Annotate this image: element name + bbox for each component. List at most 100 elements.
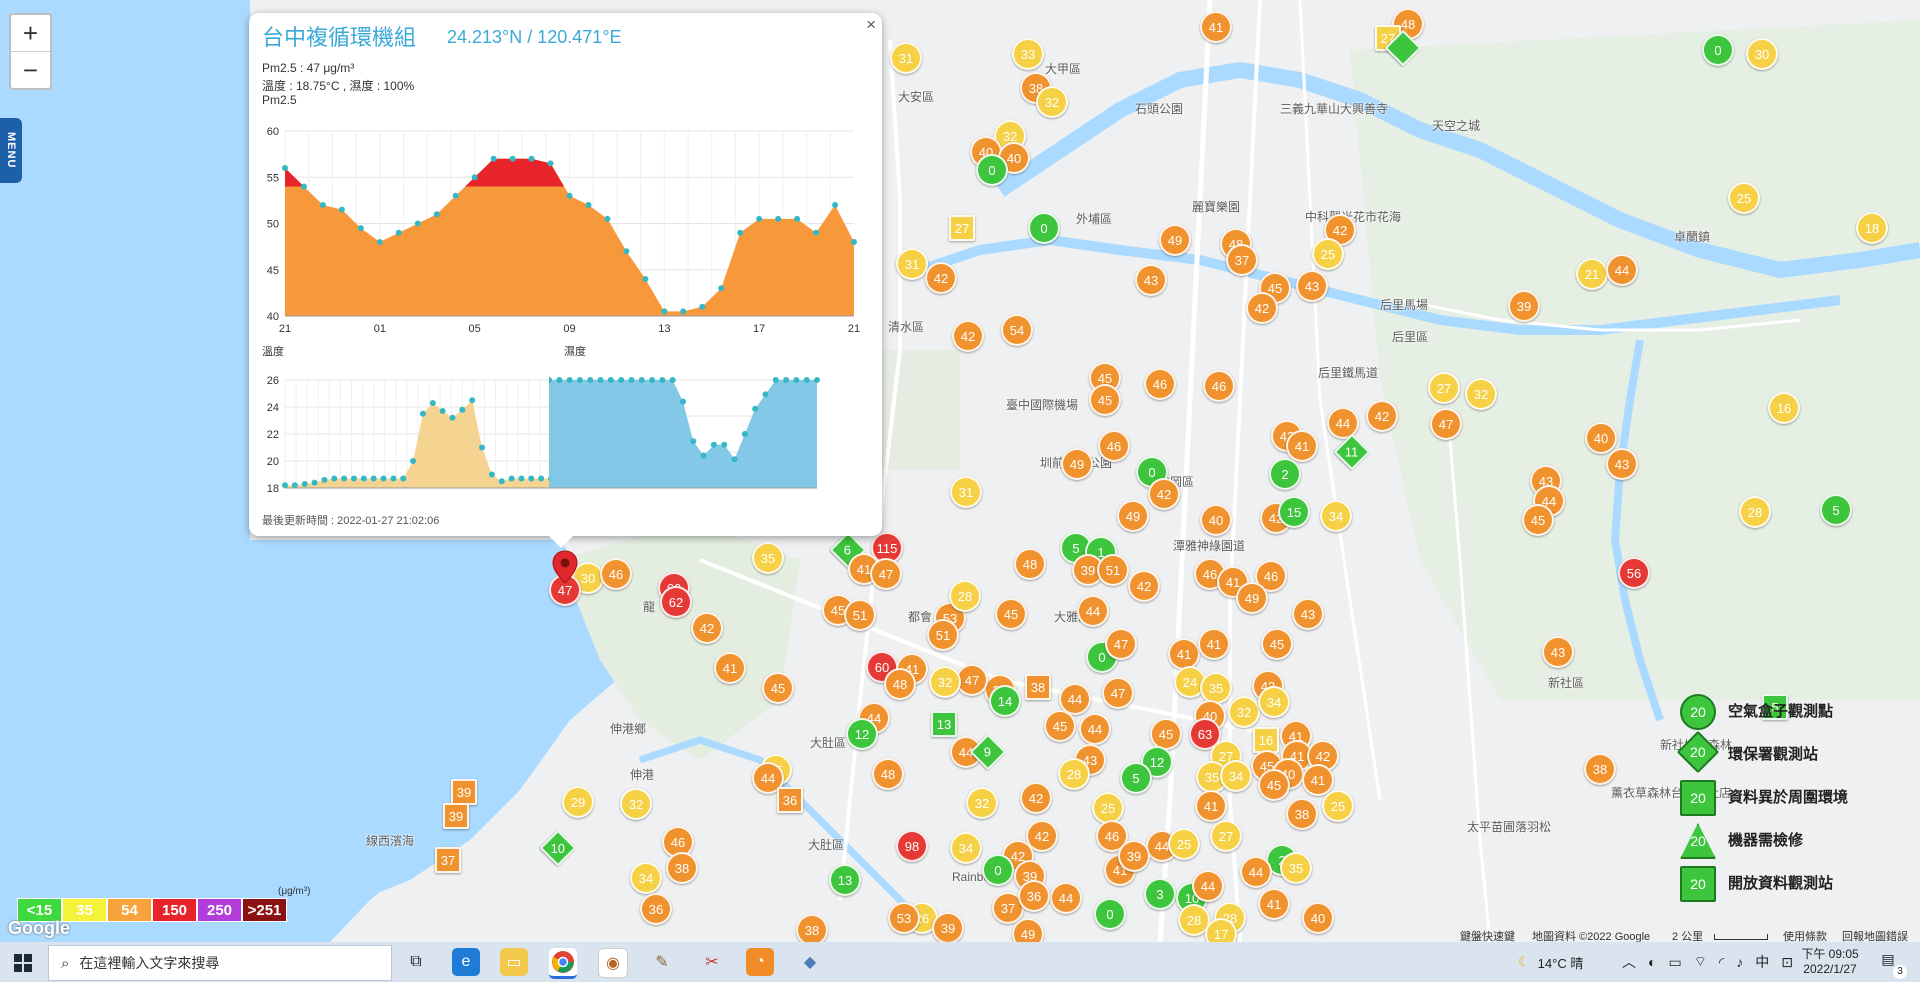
sensor-marker[interactable]: 0 [1702,34,1734,66]
sensor-marker[interactable]: 40 [1585,422,1617,454]
sensor-marker[interactable]: 10 [539,829,577,867]
sensor-marker[interactable]: 2 [1269,458,1301,490]
report-error-link[interactable]: 回報地圖錯誤 [1842,931,1908,943]
sensor-marker[interactable]: 45 [1258,769,1290,801]
sensor-marker[interactable]: 25 [1728,182,1760,214]
sensor-marker[interactable]: 38 [1584,753,1616,785]
sensor-marker[interactable]: 33 [1012,38,1044,70]
sensor-marker[interactable]: 43 [1606,448,1638,480]
sensor-marker[interactable]: 35 [752,542,784,574]
sensor-marker[interactable]: 32 [1228,696,1260,728]
compass-app-icon[interactable]: ◉ [598,948,628,978]
sensor-marker[interactable]: 42 [1366,400,1398,432]
sensor-marker[interactable]: 12 [846,718,878,750]
sensor-marker[interactable]: 15 [1278,496,1310,528]
sensor-marker[interactable]: 49 [1012,918,1044,942]
show-hidden-icons-icon[interactable]: ︿ [1622,954,1636,970]
sensor-marker[interactable]: 35 [1200,672,1232,704]
sensor-marker[interactable]: 43 [1135,264,1167,296]
sensor-marker[interactable]: 16 [1768,392,1800,424]
sensor-marker[interactable]: 47 [870,558,902,590]
sensor-marker[interactable]: 37 [435,847,461,873]
sensor-marker[interactable]: 31 [890,42,922,74]
sensor-marker[interactable]: 49 [1117,500,1149,532]
sensor-marker[interactable]: 39 [1508,290,1540,322]
battery-icon[interactable]: ▭ [1668,953,1682,970]
sensor-marker[interactable]: 18 [1856,212,1888,244]
sensor-marker[interactable]: 41 [1258,888,1290,920]
task-view-icon[interactable]: ⧉ [410,953,422,970]
sensor-marker[interactable]: 38 [1286,798,1318,830]
sensor-marker[interactable]: 34 [1258,686,1290,718]
3d-app-icon[interactable]: ◆ [803,954,817,971]
selected-location-pin[interactable] [552,550,578,584]
sensor-marker[interactable]: 40 [1302,902,1334,934]
keyboard-shortcuts-link[interactable]: 鍵盤快速鍵 [1460,931,1515,943]
sensor-marker[interactable]: 34 [1320,500,1352,532]
sensor-marker[interactable]: 11 [1333,433,1371,471]
edge-browser-icon[interactable]: e [452,948,480,976]
network-icon[interactable]: ⌔ [1693,953,1707,969]
sensor-marker[interactable]: 51 [927,619,959,651]
sensor-marker[interactable]: 41 [1195,790,1227,822]
sensor-marker[interactable]: 44 [1059,683,1091,715]
sensor-marker[interactable]: 37 [1226,244,1258,276]
sensor-marker[interactable]: 47 [956,664,988,696]
sensor-marker[interactable]: 49 [1159,224,1191,256]
menu-tab[interactable]: MENU [0,118,22,183]
sensor-marker[interactable]: 46 [600,558,632,590]
sensor-marker[interactable]: 35 [1280,852,1312,884]
sensor-marker[interactable]: 39 [451,779,477,805]
sensor-marker[interactable]: 49 [1061,448,1093,480]
sensor-marker[interactable]: 42 [952,320,984,352]
close-popup-button[interactable]: × [866,15,876,34]
sensor-marker[interactable]: 44 [1606,254,1638,286]
sensor-marker[interactable]: 28 [1058,758,1090,790]
snipping-tool-icon[interactable]: ✂ [705,954,719,971]
sensor-marker[interactable]: 45 [762,672,794,704]
ime-language-indicator[interactable]: 中 [1755,954,1770,970]
chrome-browser-icon[interactable] [549,948,577,979]
sensor-marker[interactable]: 41 [1302,764,1334,796]
sensor-marker[interactable]: 39 [443,803,469,829]
zoom-in-button[interactable]: + [11,15,50,52]
sensor-marker[interactable]: 48 [872,758,904,790]
sensor-marker[interactable]: 21 [1576,258,1608,290]
sensor-marker[interactable]: 0 [1028,212,1060,244]
sensor-marker[interactable]: 46 [1144,368,1176,400]
sensor-marker[interactable]: 41 [714,652,746,684]
sensor-marker[interactable]: 43 [1542,636,1574,668]
sensor-marker[interactable]: 44 [1192,870,1224,902]
blender-icon[interactable]: ◔ [746,948,774,976]
sensor-marker[interactable]: 40 [1200,504,1232,536]
sensor-marker[interactable]: 39 [1118,840,1150,872]
sensor-marker[interactable]: 45 [1261,628,1293,660]
sensor-marker[interactable]: 42 [1026,820,1058,852]
sensor-marker[interactable]: 43 [1296,270,1328,302]
sensor-marker[interactable]: 44 [1079,713,1111,745]
sensor-marker[interactable]: 45 [995,598,1027,630]
sensor-marker[interactable]: 44 [1077,595,1109,627]
sensor-marker[interactable]: 44 [1327,407,1359,439]
sensor-marker[interactable]: 28 [1739,496,1771,528]
sensor-marker[interactable]: 28 [949,580,981,612]
sensor-marker[interactable]: 56 [1618,557,1650,589]
sensor-marker[interactable]: 0 [1094,898,1126,930]
sensor-marker[interactable]: 5 [1120,762,1152,794]
sensor-marker[interactable]: 45 [1044,710,1076,742]
sensor-marker[interactable]: 32 [620,788,652,820]
sensor-marker[interactable]: 32 [1036,86,1068,118]
sensor-marker[interactable]: 32 [1465,378,1497,410]
sensor-marker[interactable]: 28 [1178,904,1210,936]
sensor-marker[interactable]: 41 [1168,638,1200,670]
sensor-marker[interactable]: 32 [966,787,998,819]
sensor-marker[interactable]: 36 [1018,880,1050,912]
weather-widget[interactable]: ☾ 14°C 晴 [1518,942,1583,982]
sensor-marker[interactable]: 47 [1105,628,1137,660]
sensor-marker[interactable]: 46 [1255,560,1287,592]
sensor-marker[interactable]: 45 [1522,504,1554,536]
sensor-marker[interactable]: 30 [1746,38,1778,70]
sensor-marker[interactable]: 54 [1001,314,1033,346]
sensor-marker[interactable]: 42 [925,262,957,294]
sensor-marker[interactable]: 42 [1246,292,1278,324]
